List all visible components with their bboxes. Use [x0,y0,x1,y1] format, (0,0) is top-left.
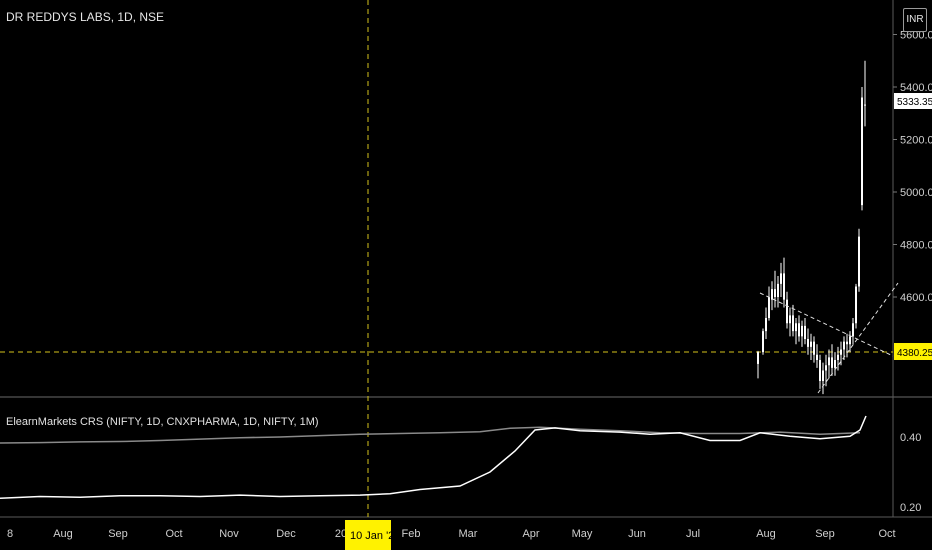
candle-body [780,273,782,284]
time-tick-label: Nov [219,528,239,540]
candle-body [855,286,857,324]
candle-body [795,323,797,332]
time-tick-label: Jul [686,528,700,540]
candle-body [825,365,827,371]
time-tick-label: Oct [165,528,182,540]
candlestick-series [757,60,866,395]
time-tick-label: Aug [756,528,776,540]
candle-body [816,354,818,360]
currency-button[interactable]: INR [903,8,927,32]
crosshair-date-text: 10 Jan '20 [350,530,400,542]
candle-body [774,289,776,297]
time-tick-label: May [572,528,593,540]
indicator-tick-label: 0.40 [900,432,921,444]
price-tick-label: 5400.00 [900,82,932,94]
time-tick-label: Mar [459,528,478,540]
crosshair-price-text: 4380.25 [897,348,932,359]
trendline-upper[interactable] [759,292,894,357]
candle-body [798,323,800,337]
candle-body [789,315,791,324]
time-tick-label: Sep [815,528,835,540]
time-tick-label: Dec [276,528,296,540]
time-tick-label: 20 [335,528,347,540]
time-tick-label: Oct [878,528,895,540]
indicator-axis[interactable]: 0.40 0.20 [900,432,921,514]
price-axis[interactable]: 5600.00 5400.00 5200.00 5000.00 4800.00 4600.… [893,30,932,305]
candle-body [846,341,848,345]
candle-body [813,341,815,355]
candle-body [804,325,806,339]
candle-body [831,357,833,368]
candle-body [843,341,845,350]
price-tick-label: 4800.00 [900,240,932,252]
time-tick-label: Apr [522,528,539,540]
candle-body [783,273,785,300]
candle-body [786,299,788,324]
time-tick-label: Aug [53,528,73,540]
candle-body [819,360,821,381]
time-tick-label: Feb [402,528,421,540]
symbol-title: DR REDDYS LABS, 1D, NSE [6,10,164,24]
crosshair-date-label: 10 Jan '20 [345,520,400,550]
candle-body [810,341,812,347]
candle-body [852,323,854,337]
candle-body [861,97,863,206]
trendline-drawings[interactable] [759,282,899,394]
crs-line-secondary [0,426,861,444]
trendline-lower[interactable] [817,282,899,394]
time-tick-label: Jun [628,528,646,540]
crosshair-price-label: 4380.25 [894,343,932,360]
candle-body [768,297,770,318]
candle-body [837,354,839,360]
candle-body [765,318,767,332]
indicator-title: ElearnMarkets CRS (NIFTY, 1D, CNXPHARMA,… [6,416,319,428]
price-tick-label: 5600.00 [900,30,932,42]
price-tick-label: 4600.00 [900,292,932,304]
candle-body [822,370,824,381]
time-tick-label: Sep [108,528,128,540]
candle-body [828,357,830,366]
crs-line-primary [0,415,867,499]
time-axis[interactable]: 8 Aug Sep Oct Nov Dec 20 Feb Mar Apr May Jun Jul Aug S… [7,528,896,540]
candle-body [801,325,803,337]
candle-body [849,336,851,345]
candle-body [777,283,779,297]
candle-body [858,236,860,287]
candle-body [757,352,759,364]
last-price-text: 5333.35 [897,97,932,108]
candle-body [762,331,764,353]
last-price-label: 5333.35 [894,93,932,109]
price-tick-label: 5200.00 [900,135,932,147]
candle-body [771,289,773,300]
candle-body [864,104,866,106]
candle-body [840,349,842,355]
candle-body [792,315,794,332]
candle-body [834,360,836,368]
price-tick-label: 5000.00 [900,187,932,199]
candle-body [807,339,809,347]
time-tick-label: 8 [7,528,13,540]
indicator-tick-label: 0.20 [900,502,921,514]
